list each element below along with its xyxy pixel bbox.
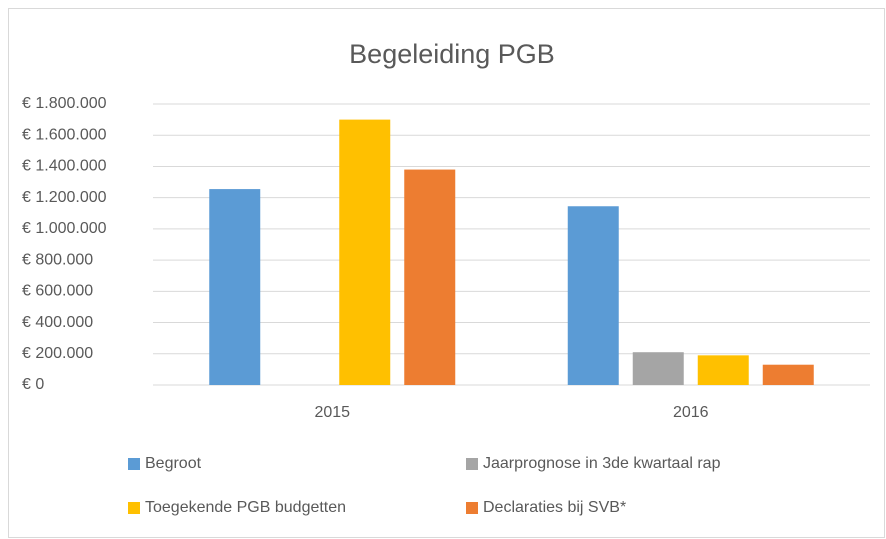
y-tick-label: € 600.000	[22, 283, 93, 300]
legend-swatch	[128, 458, 140, 470]
bar	[632, 352, 684, 385]
y-tick-label: € 800.000	[22, 251, 93, 268]
legend-label: Declaraties bij SVB*	[483, 499, 626, 516]
x-tick-label: 2015	[314, 404, 350, 421]
y-tick-label: € 1.000.000	[22, 220, 107, 237]
y-tick-label: € 0	[22, 376, 44, 393]
y-tick-label: € 400.000	[22, 314, 93, 331]
bar	[762, 364, 814, 385]
legend-swatch	[466, 458, 478, 470]
y-tick-label: € 1.400.000	[22, 158, 107, 175]
y-tick-label: € 1.200.000	[22, 189, 107, 206]
bar	[339, 119, 391, 385]
y-tick-label: € 1.600.000	[22, 126, 107, 143]
bar	[404, 169, 456, 385]
bar	[697, 355, 749, 385]
x-tick-label: 2016	[673, 404, 709, 421]
bar	[209, 189, 261, 385]
y-tick-label: € 200.000	[22, 345, 93, 362]
legend-label: Toegekende PGB budgetten	[145, 499, 346, 516]
legend-label: Jaarprognose in 3de kwartaal rap	[483, 455, 721, 472]
legend-swatch	[466, 502, 478, 514]
chart-title: Begeleiding PGB	[349, 39, 555, 69]
bar	[567, 206, 619, 385]
y-tick-label: € 1.800.000	[22, 95, 107, 112]
legend-swatch	[128, 502, 140, 514]
legend-label: Begroot	[145, 455, 202, 472]
